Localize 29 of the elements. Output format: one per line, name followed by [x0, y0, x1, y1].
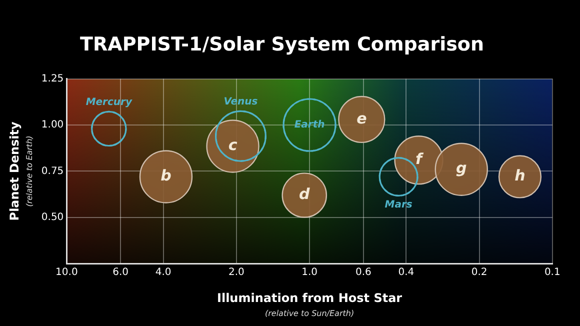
annotation: f [416, 150, 424, 168]
x-tick-label: 0.4 [398, 267, 414, 278]
annotation: Venus [224, 96, 258, 108]
y-axis-title: Planet Density [7, 121, 22, 221]
x-tick-label: 0.1 [544, 267, 560, 278]
y-tick-label: 1.00 [41, 120, 64, 131]
annotation: b [160, 166, 172, 185]
x-tick-label: 6.0 [112, 267, 128, 278]
annotation: Mars [384, 199, 412, 210]
x-tick-label: 0.2 [471, 267, 488, 278]
x-tick-label: 4.0 [155, 267, 172, 278]
annotation: Earth [294, 120, 325, 131]
text: (relative to Sun/Earth) [264, 309, 354, 318]
annotation: e [356, 109, 367, 128]
x-axis-title: Illumination from Host Star [216, 290, 402, 305]
annotation: c [228, 136, 238, 154]
y-tick-label: 0.50 [41, 212, 64, 223]
text: (relative to Earth) [25, 136, 34, 207]
x-tick-label: 2.0 [228, 267, 244, 278]
y-tick-label: 1.25 [41, 73, 64, 84]
x-tick-label: 10.0 [56, 267, 78, 278]
annotation: d [299, 185, 310, 204]
x-tick-label: 1.0 [302, 267, 318, 278]
y-tick-label: 0.75 [41, 166, 64, 177]
annotation: g [456, 159, 468, 178]
x-tick-label: 0.6 [355, 267, 372, 278]
annotation: Mercury [86, 97, 132, 108]
chart-title: TRAPPIST-1/Solar System Comparison [80, 33, 484, 56]
annotation: h [514, 166, 526, 185]
